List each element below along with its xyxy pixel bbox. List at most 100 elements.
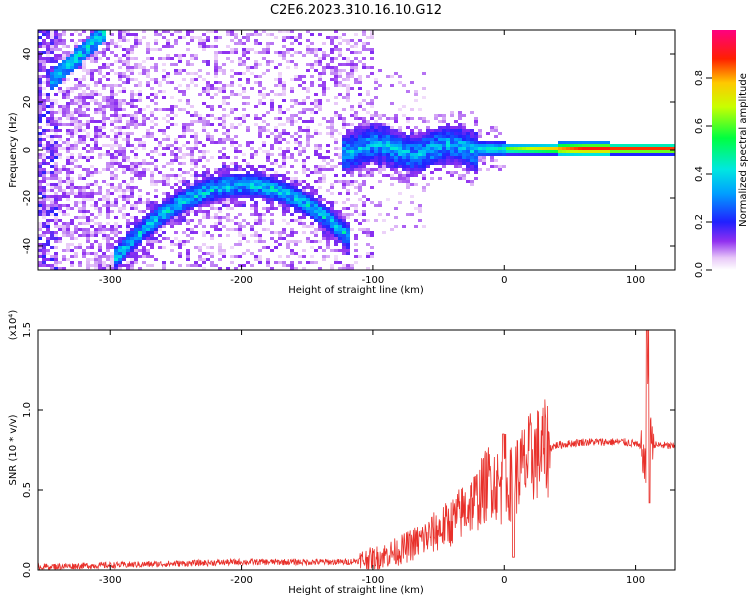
heatmap-cell — [502, 147, 506, 150]
heatmap-cell — [258, 240, 262, 243]
heatmap-cell — [198, 36, 202, 39]
heatmap-cell — [362, 174, 366, 177]
heatmap-cell — [446, 147, 450, 150]
heatmap-cell — [214, 177, 218, 180]
heatmap-cell — [178, 60, 182, 63]
heatmap-cell — [162, 147, 166, 150]
heatmap-cell — [650, 153, 654, 156]
heatmap-cell — [298, 204, 302, 207]
heatmap-cell — [150, 150, 154, 153]
heatmap-cell — [362, 204, 366, 207]
heatmap-cell — [82, 51, 86, 54]
heatmap-cell — [54, 30, 58, 33]
heatmap-cell — [294, 201, 298, 204]
heatmap-cell — [102, 267, 106, 270]
heatmap-cell — [470, 141, 474, 144]
heatmap-cell — [110, 84, 114, 87]
heatmap-cell — [114, 105, 118, 108]
heatmap-cell — [54, 264, 58, 267]
heatmap-cell — [354, 261, 358, 264]
heatmap-cell — [78, 222, 82, 225]
heatmap-cell — [278, 204, 282, 207]
heatmap-cell — [294, 141, 298, 144]
heatmap-cell — [126, 219, 130, 222]
heatmap-cell — [230, 186, 234, 189]
heatmap-cell — [574, 144, 578, 147]
heatmap-cell — [442, 129, 446, 132]
heatmap-cell — [218, 123, 222, 126]
heatmap-cell — [234, 204, 238, 207]
heatmap-cell — [230, 141, 234, 144]
heatmap-cell — [74, 237, 78, 240]
heatmap-cell — [86, 39, 90, 42]
heatmap-cell — [334, 36, 338, 39]
heatmap-cell — [130, 78, 134, 81]
heatmap-cell — [366, 234, 370, 237]
heatmap-cell — [86, 132, 90, 135]
heatmap-cell — [94, 171, 98, 174]
heatmap-cell — [58, 135, 62, 138]
heatmap-cell — [106, 255, 110, 258]
heatmap-cell — [162, 246, 166, 249]
heatmap-cell — [166, 126, 170, 129]
heatmap-cell — [322, 204, 326, 207]
heatmap-cell — [206, 114, 210, 117]
heatmap-cell — [38, 183, 42, 186]
heatmap-cell — [154, 204, 158, 207]
heatmap-cell — [50, 150, 54, 153]
heatmap-cell — [110, 159, 114, 162]
heatmap-cell — [278, 192, 282, 195]
heatmap-cell — [586, 144, 590, 147]
heatmap-cell — [434, 162, 438, 165]
heatmap-cell — [130, 243, 134, 246]
heatmap-cell — [38, 225, 42, 228]
heatmap-cell — [418, 141, 422, 144]
heatmap-cell — [246, 48, 250, 51]
heatmap-cell — [370, 156, 374, 159]
heatmap-cell — [94, 168, 98, 171]
heatmap-cell — [150, 231, 154, 234]
heatmap-cell — [118, 132, 122, 135]
heatmap-cell — [278, 81, 282, 84]
heatmap-cell — [150, 162, 154, 165]
heatmap-cell — [58, 57, 62, 60]
heatmap-cell — [82, 66, 86, 69]
heatmap-cell — [378, 84, 382, 87]
heatmap-cell — [538, 144, 542, 147]
heatmap-cell — [350, 171, 354, 174]
heatmap-cell — [78, 135, 82, 138]
heatmap-cell — [110, 63, 114, 66]
heatmap-cell — [78, 129, 82, 132]
heatmap-cell — [186, 204, 190, 207]
heatmap-cell — [334, 84, 338, 87]
heatmap-cell — [354, 81, 358, 84]
heatmap-cell — [170, 198, 174, 201]
heatmap-cell — [54, 48, 58, 51]
heatmap-cell — [310, 135, 314, 138]
heatmap-cell — [398, 177, 402, 180]
heatmap-cell — [46, 207, 50, 210]
heatmap-cell — [346, 207, 350, 210]
heatmap-cell — [90, 120, 94, 123]
heatmap-cell — [422, 72, 426, 75]
heatmap-cell — [66, 72, 70, 75]
heatmap-cell — [98, 264, 102, 267]
heatmap-cell — [378, 168, 382, 171]
heatmap-cell — [382, 138, 386, 141]
heatmap-cell — [390, 135, 394, 138]
heatmap-cell — [62, 69, 66, 72]
heatmap-cell — [462, 162, 466, 165]
heatmap-cell — [370, 51, 374, 54]
heatmap-cell — [58, 120, 62, 123]
heatmap-cell — [230, 246, 234, 249]
heatmap-cell — [466, 147, 470, 150]
heatmap-cell — [138, 90, 142, 93]
heatmap-cell — [50, 105, 54, 108]
heatmap-cell — [178, 36, 182, 39]
heatmap-cell — [390, 117, 394, 120]
heatmap-cell — [574, 147, 578, 150]
heatmap-cell — [366, 102, 370, 105]
heatmap-cell — [118, 165, 122, 168]
heatmap-cell — [222, 183, 226, 186]
heatmap-cell — [322, 222, 326, 225]
